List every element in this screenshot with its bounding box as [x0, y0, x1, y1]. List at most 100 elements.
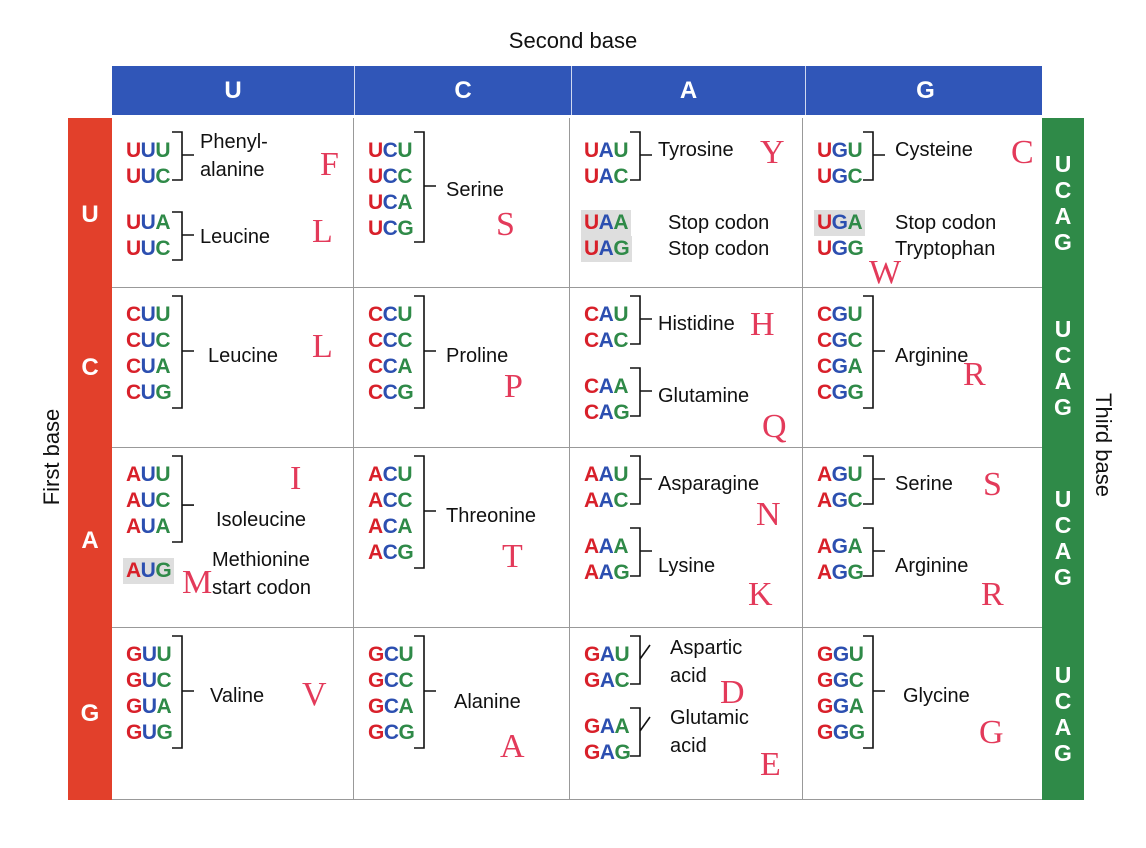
codon: CCC — [368, 329, 413, 352]
column-header-a: A — [571, 66, 805, 115]
codon-cell-aa: AAU AAC AAA AAG Asparagine Lysine N K — [570, 448, 803, 628]
row-header-c: C — [81, 354, 99, 381]
codon: GUC — [126, 669, 172, 692]
row-header-g: G — [80, 700, 100, 727]
amino-acid-label: Stop codon — [668, 238, 770, 260]
codon: UAC — [584, 165, 629, 188]
amino-acid-label: Threonine — [446, 505, 537, 527]
codon-cell-au: AUU AUC AUA AUG Isoleucine Methionine start co… — [112, 448, 354, 628]
codon: CCU — [368, 303, 413, 326]
codon-cell-ac: ACU ACC ACA ACG Threonine T — [354, 448, 570, 628]
bracket-icon — [172, 131, 194, 181]
amino-acid-label: Aspartic — [670, 637, 743, 659]
amino-acid-label: Arginine — [895, 345, 969, 367]
codon-cell-ga: GAU GAC GAA GAG Aspartic acid Glutamic acid D E — [570, 628, 803, 800]
one-letter-code: V — [302, 676, 327, 713]
codon: AAG — [584, 561, 630, 584]
codon: UCA — [368, 191, 413, 214]
third-base-letter: A — [1054, 538, 1072, 564]
codon: GAA — [584, 715, 630, 738]
amino-acid-label: Leucine — [200, 226, 271, 248]
third-base-letter: A — [1054, 714, 1072, 740]
codon: ACU — [368, 463, 413, 486]
bracket-icon — [630, 131, 652, 181]
amino-acid-label: Arginine — [895, 555, 969, 577]
codon: UUU — [126, 139, 171, 162]
codon: GUG — [126, 721, 173, 744]
codon: UGU — [817, 139, 863, 162]
bracket-icon — [172, 211, 194, 261]
codon: CUU — [126, 303, 171, 326]
codon: AGA — [817, 535, 863, 558]
third-base-letter: G — [1054, 564, 1072, 590]
second-base-header: U C A G — [112, 66, 1042, 115]
second-base-label: Second base — [508, 28, 638, 53]
one-letter-code: E — [760, 746, 781, 783]
one-letter-code: R — [981, 576, 1004, 613]
codon: GCA — [368, 695, 414, 718]
row-header-a: A — [81, 527, 99, 554]
amino-acid-label: Methionine — [212, 549, 310, 571]
codon: GGG — [817, 721, 865, 744]
codon-cell-gc: GCU GCC GCA GCG Alanine A — [354, 628, 570, 800]
amino-acid-label: Asparagine — [658, 473, 760, 495]
codon: AUU — [126, 463, 171, 486]
codon: UUC — [126, 165, 171, 188]
codon: AGC — [817, 489, 863, 512]
one-letter-code: S — [983, 466, 1002, 503]
codon: AUC — [126, 489, 171, 512]
bracket-icon — [863, 527, 885, 577]
codon: CGC — [817, 329, 863, 352]
bracket-icon — [863, 131, 885, 181]
codon: AUA — [126, 515, 171, 538]
codon: CGG — [817, 381, 864, 404]
codon: GGA — [817, 695, 864, 718]
bracket-icon — [172, 635, 194, 749]
one-letter-code: C — [1011, 134, 1034, 171]
codon: GCU — [368, 643, 414, 666]
one-letter-code: P — [504, 368, 523, 405]
amino-acid-label: Valine — [210, 685, 265, 707]
codon: CAU — [584, 303, 629, 326]
codon: UGA — [814, 210, 866, 236]
codon: GUA — [126, 695, 172, 718]
amino-acid-label: Serine — [895, 473, 953, 495]
codon-cell-cu: CUU CUC CUA CUG Leucine L — [112, 288, 354, 448]
bracket-icon — [630, 367, 652, 417]
amino-acid-label: Serine — [446, 179, 504, 201]
amino-acid-label: Stop codon — [895, 212, 997, 234]
third-base-letter: C — [1054, 688, 1072, 714]
one-letter-code: T — [502, 538, 523, 575]
amino-acid-label: Phenyl- — [200, 131, 268, 153]
third-base-letter: U — [1054, 151, 1072, 177]
one-letter-code: I — [290, 460, 302, 497]
codon: AAA — [584, 535, 629, 558]
bracket-icon — [630, 295, 652, 345]
one-letter-code: Y — [760, 134, 785, 171]
codon-cell-uc: UCU UCC UCA UCG Serine S — [354, 118, 570, 288]
amino-acid-label: start codon — [212, 577, 311, 599]
codon: GAC — [584, 669, 630, 692]
amino-acid-label: Lysine — [658, 555, 716, 577]
one-letter-code: W — [869, 254, 902, 291]
codon: GAG — [584, 741, 631, 764]
codon: GUU — [126, 643, 172, 666]
one-letter-code: A — [500, 728, 525, 765]
amino-acid-label: Tyrosine — [658, 139, 734, 161]
column-header-g: G — [805, 66, 1045, 115]
codon: CCG — [368, 381, 414, 404]
amino-acid-label: Isoleucine — [216, 509, 307, 531]
codon: CGU — [817, 303, 863, 326]
codon-cell-uu: UUU UUC UUA UUC Phenyl-alanine Leucine F L — [112, 118, 354, 288]
column-header-c: C — [354, 66, 571, 115]
codon: AGU — [817, 463, 863, 486]
third-base-letter: U — [1054, 316, 1072, 342]
amino-acid-label: acid — [670, 665, 707, 687]
codon: AUG — [123, 558, 175, 584]
bracket-icon — [172, 295, 194, 409]
codon: GCC — [368, 669, 414, 692]
codon-cell-ca: CAU CAC CAA CAG Histidine Glutamine H Q — [570, 288, 803, 448]
codon: AAC — [584, 489, 629, 512]
bracket-icon — [414, 295, 436, 409]
